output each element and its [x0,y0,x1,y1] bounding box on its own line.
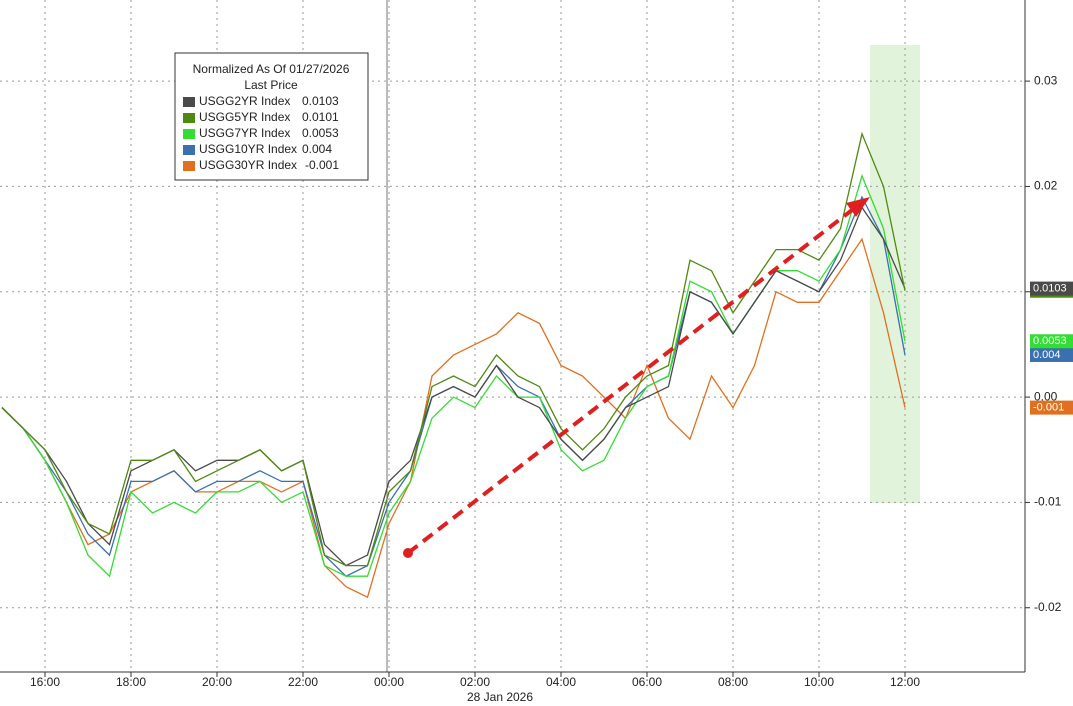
arrow-head [846,197,870,217]
last-price-tag [1030,347,1073,362]
highlight-region [870,45,920,503]
legend-box [174,52,369,181]
legend-value: 0.0103 [302,94,339,108]
y-tick-label: 0.03 [1034,73,1058,87]
legend-title: Normalized As Of 01/27/2026 [193,62,350,76]
y-tick-label: -0.01 [1034,495,1062,509]
x-tick-label: 10:00 [804,675,834,689]
x-tick-label: 08:00 [718,675,748,689]
series-line [1,237,906,599]
legend: Normalized As Of 01/27/2026 Last Price U… [174,52,369,181]
x-tick-label: 02:00 [460,675,490,689]
legend-value: 0.004 [302,142,332,156]
last-price-tag [1030,334,1073,349]
legend-label: USGG5YR Index [199,110,290,124]
x-tick-label: 04:00 [546,675,576,689]
last-price-label: 0.0103 [1033,283,1067,295]
legend-swatch [183,145,195,155]
x-axis-subtitle: 28 Jan 2026 [467,690,533,704]
x-tick-label: 16:00 [30,675,60,689]
trend-arrow [403,197,870,558]
last-price-tag [1030,400,1073,415]
legend-label: USGG2YR Index [199,94,290,108]
legend-swatch [183,113,195,123]
legend-value: 0.0053 [302,126,339,140]
y-tick-label: -0.02 [1034,600,1062,614]
legend-label: USGG10YR Index [199,142,297,156]
arrow-shaft [406,208,854,555]
legend-label: USGG30YR Index [199,158,297,172]
lines [1,131,906,599]
last-price-tag [1030,281,1073,296]
last-price-label: 0.0053 [1033,335,1067,347]
last-price-label: 0.004 [1033,349,1061,361]
x-tick-label: 12:00 [890,675,920,689]
y-tick-label: 0.02 [1034,179,1058,193]
legend-value: 0.0101 [302,110,339,124]
last-price-label: -0.001 [1033,402,1064,414]
legend-value: -0.001 [305,158,339,172]
legend-subtitle: Last Price [244,78,298,92]
legend-swatch [183,129,195,139]
x-tick-label: 20:00 [202,675,232,689]
series-line [1,206,906,567]
x-tick-label: 06:00 [632,675,662,689]
arrow-start [403,548,413,558]
x-tick-label: 22:00 [288,675,318,689]
x-tick-label: 00:00 [374,675,404,689]
legend-label: USGG7YR Index [199,126,290,140]
y-tick-label: 0.00 [1034,389,1058,403]
x-tick-label: 18:00 [116,675,146,689]
legend-swatch [183,97,195,107]
series-line [1,131,906,567]
legend-swatch [183,161,195,171]
